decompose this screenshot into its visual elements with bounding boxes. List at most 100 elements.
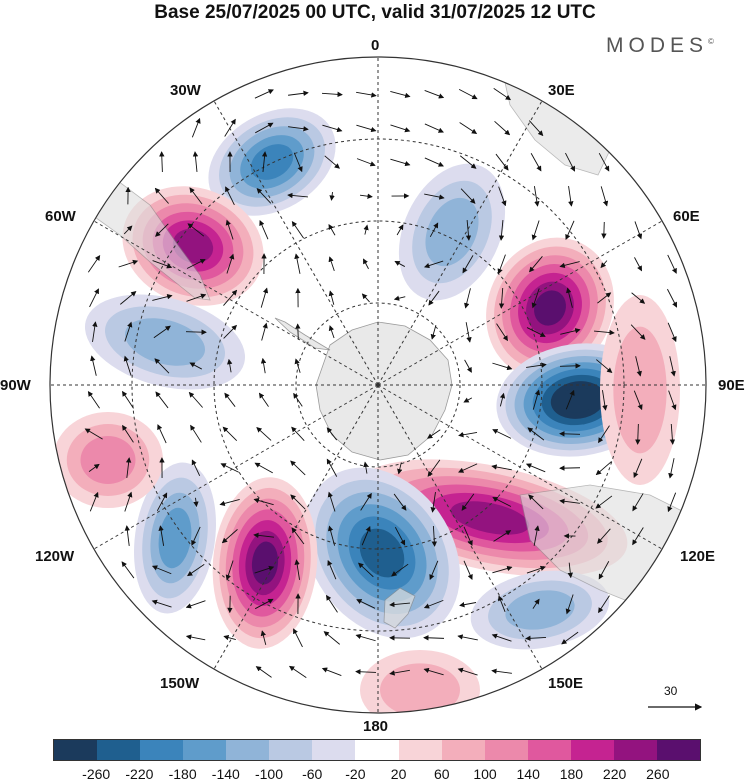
wind-arrow	[526, 362, 547, 368]
wind-arrow	[293, 628, 303, 648]
colorbar-tick-label: -180	[168, 766, 197, 782]
wind-arrow	[295, 323, 301, 340]
colorbar-cell	[183, 740, 227, 760]
wind-arrow	[223, 289, 238, 306]
wind-arrow	[221, 529, 238, 544]
wind-arrow	[669, 423, 676, 445]
wind-arrow	[253, 497, 274, 506]
colorbar-tick-label: -60	[302, 766, 323, 782]
wind-arrow	[361, 293, 370, 303]
wind-arrow	[458, 88, 478, 100]
wind-arrow	[559, 431, 581, 437]
wind-arrow	[328, 325, 335, 339]
wind-arrow	[391, 563, 409, 577]
wind-arrow	[125, 457, 132, 478]
wind-arrow	[459, 155, 477, 169]
wind-arrow	[192, 151, 199, 172]
colorbar	[53, 739, 701, 761]
colorbar-tick-label: -260	[82, 766, 111, 782]
wind-arrow	[464, 288, 471, 309]
wind-arrow	[634, 257, 642, 272]
wind-arrow	[356, 599, 376, 609]
anomaly-contour	[505, 590, 575, 630]
colorbar-cell	[312, 740, 356, 760]
wind-arrow	[254, 565, 275, 574]
wind-arrow	[496, 323, 508, 342]
wind-arrow	[84, 428, 103, 440]
meridian-line	[93, 220, 379, 386]
wind-arrow	[668, 390, 677, 411]
wind-arrow	[632, 527, 644, 546]
wind-arrow	[191, 117, 201, 138]
wind-arrow	[261, 151, 268, 172]
wind-arrow	[189, 187, 203, 205]
anomaly-contour	[534, 290, 566, 326]
wind-arrow	[123, 355, 132, 376]
lon-label-0: 0	[371, 37, 380, 54]
wind-arrow	[667, 492, 677, 513]
wind-arrow	[430, 324, 437, 340]
wind-arrow	[259, 219, 269, 240]
latitude-circle	[295, 302, 461, 468]
wind-arrow	[151, 565, 172, 575]
wind-arrow	[602, 390, 608, 411]
wind-arrow	[187, 223, 205, 237]
wind-arrow	[363, 258, 369, 270]
wind-arrow	[423, 635, 445, 641]
wind-arrow	[464, 359, 472, 373]
wind-arrow	[155, 223, 169, 237]
wind-arrow	[492, 429, 512, 439]
wind-arrow	[355, 669, 377, 675]
wind-arrow	[600, 186, 609, 207]
wind-arrow	[118, 259, 139, 268]
colorbar-tick-label: 180	[559, 766, 584, 782]
wind-arrow	[322, 124, 343, 133]
wind-arrow	[526, 327, 546, 337]
wind-arrow	[430, 492, 436, 513]
wind-arrow	[290, 460, 306, 476]
wind-arrow	[222, 426, 238, 442]
wind-arrow	[499, 392, 506, 407]
wind-arrow	[329, 192, 335, 201]
anomaly-contour	[124, 318, 206, 366]
wind-arrow	[327, 525, 336, 546]
wind-arrow	[186, 293, 207, 302]
wind-arrow	[597, 292, 612, 304]
wind-arrow	[394, 261, 406, 267]
antarctic-peninsula	[274, 317, 331, 351]
wind-arrow	[291, 221, 305, 239]
lon-label-120w: 120W	[35, 548, 75, 565]
wind-arrow	[525, 635, 547, 641]
wind-arrow	[458, 463, 478, 473]
wind-vectors	[84, 88, 677, 678]
wind-arrow	[431, 525, 438, 547]
wind-arrow	[532, 598, 540, 609]
wind-arrow	[568, 186, 574, 207]
wind-arrow	[527, 427, 545, 441]
wind-arrow	[92, 321, 98, 342]
colorbar-cell	[441, 740, 485, 760]
wind-arrow	[423, 599, 444, 609]
wind-arrow	[493, 530, 512, 542]
wind-arrow	[224, 118, 236, 137]
lon-label-180: 180	[363, 718, 389, 735]
wind-arrow	[88, 463, 100, 473]
wind-arrow	[154, 358, 170, 374]
wind-arrow	[634, 221, 643, 240]
wind-arrow	[559, 498, 580, 504]
wind-arrow	[567, 562, 573, 579]
anomaly-contour	[251, 541, 279, 585]
wind-arrow	[566, 287, 573, 308]
wind-arrow	[328, 256, 335, 272]
wind-arrow	[191, 526, 201, 546]
wind-arrow	[525, 463, 546, 473]
wind-arrow	[256, 188, 272, 204]
wind-arrow	[533, 186, 540, 207]
wind-arrow	[355, 633, 376, 642]
wind-arrow	[124, 525, 131, 546]
map-border	[49, 56, 707, 714]
meridian-line	[377, 384, 663, 550]
wind-arrow	[429, 222, 439, 238]
wind-arrow	[158, 525, 165, 546]
wind-arrow	[462, 255, 474, 274]
